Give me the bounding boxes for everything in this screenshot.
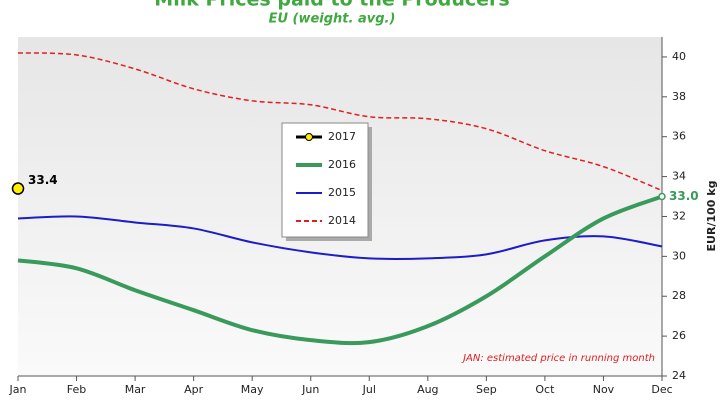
legend-box xyxy=(281,122,369,238)
y-tick-label: 26 xyxy=(672,329,686,342)
chart-title: Milk Prices paid to the Producers xyxy=(154,0,509,11)
x-tick-label: Nov xyxy=(593,383,615,396)
legend-marker xyxy=(305,133,313,141)
annotation: JAN: estimated price in running month xyxy=(461,353,655,364)
series-line xyxy=(17,215,663,260)
series-line xyxy=(17,52,663,192)
y-tick-label: 24 xyxy=(672,369,686,382)
x-tick-label: Dec xyxy=(651,383,672,396)
x-tick-label: Mar xyxy=(125,383,146,396)
y-tick-label: 40 xyxy=(672,50,686,63)
legend-label: 2015 xyxy=(328,186,356,199)
y-tick-label: 38 xyxy=(672,90,686,103)
y-tick-label: 36 xyxy=(672,130,686,143)
value-label: 33.4 xyxy=(28,173,58,187)
x-tick-label: May xyxy=(241,383,264,396)
x-tick-label: Sep xyxy=(476,383,497,396)
legend-label: 2016 xyxy=(328,158,356,171)
chart-subtitle: EU (weight. avg.) xyxy=(269,12,396,27)
point xyxy=(11,182,25,195)
y-tick-label: 30 xyxy=(672,249,686,262)
x-tick-label: Jan xyxy=(9,383,27,396)
y-axis-label: EUR/100 kg xyxy=(705,181,718,252)
end-marker xyxy=(658,192,666,201)
x-tick-label: Aug xyxy=(417,383,438,396)
x-tick-label: Feb xyxy=(67,383,86,396)
x-tick-label: Apr xyxy=(184,383,204,396)
y-tick-label: 28 xyxy=(672,289,686,302)
y-tick-label: 34 xyxy=(672,170,686,183)
value-label: 33.0 xyxy=(669,189,699,203)
legend-label: 2017 xyxy=(328,130,356,143)
x-tick-label: Jul xyxy=(362,383,376,396)
legend: 2017 2016 2015 2014 xyxy=(281,122,372,241)
y-tick-label: 32 xyxy=(672,209,686,222)
legend-label: 2014 xyxy=(328,214,356,227)
x-tick-label: Oct xyxy=(535,383,555,396)
series-line xyxy=(17,194,663,346)
x-tick-label: Jun xyxy=(301,383,319,396)
